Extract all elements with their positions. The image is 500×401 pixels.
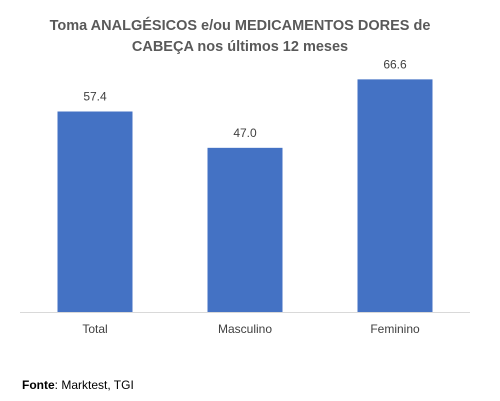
category-label-total: Total <box>82 322 107 336</box>
chart-title-line-1: Toma ANALGÉSICOS e/ou MEDICAMENTOS DORES… <box>49 18 431 34</box>
chart-title-line-2: CABEÇA nos últimos 12 meses <box>131 39 349 55</box>
value-label-masculino: 47.0 <box>233 126 257 140</box>
value-label-total: 57.4 <box>83 90 107 104</box>
category-label-feminino: Feminino <box>370 322 420 336</box>
bar-feminino <box>357 79 433 312</box>
bar-masculino <box>207 147 283 312</box>
source-label: Fonte <box>22 378 55 392</box>
chart-title: Toma ANALGÉSICOS e/ou MEDICAMENTOS DORES… <box>0 16 480 58</box>
bar-total <box>57 111 133 312</box>
category-label-masculino: Masculino <box>218 322 272 336</box>
source-note: Fonte: Marktest, TGI <box>22 378 134 392</box>
value-label-feminino: 66.6 <box>383 57 407 71</box>
source-text: : Marktest, TGI <box>54 378 134 392</box>
